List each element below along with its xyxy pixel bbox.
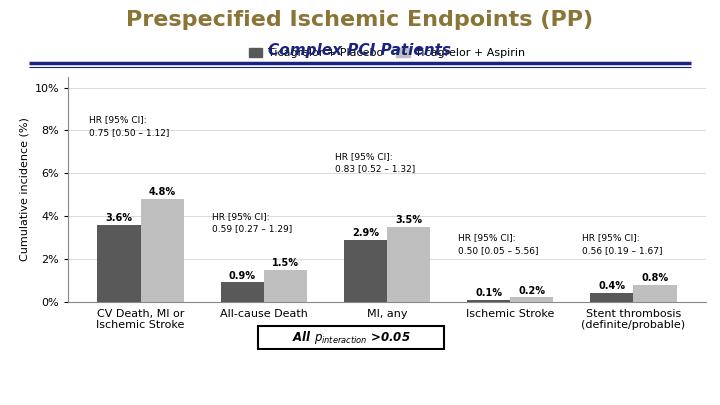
FancyBboxPatch shape xyxy=(258,326,444,349)
Y-axis label: Cumulative incidence (%): Cumulative incidence (%) xyxy=(19,117,30,261)
Legend: Ticagrelor + Placebo, Ticagrelor + Aspirin: Ticagrelor + Placebo, Ticagrelor + Aspir… xyxy=(244,43,530,62)
Bar xyxy=(344,240,387,302)
Text: 0.2%: 0.2% xyxy=(518,286,545,296)
Text: 0.9%: 0.9% xyxy=(229,271,256,281)
Text: 0.1%: 0.1% xyxy=(475,288,502,298)
Bar xyxy=(264,270,307,302)
Bar xyxy=(634,285,677,302)
Text: Prespecified Ischemic Endpoints (PP): Prespecified Ischemic Endpoints (PP) xyxy=(127,10,593,30)
Text: 3.6%: 3.6% xyxy=(105,213,132,223)
Bar xyxy=(220,282,264,302)
Bar xyxy=(387,227,430,302)
Bar xyxy=(97,225,140,302)
Text: 0.4%: 0.4% xyxy=(598,281,626,292)
Text: 0.8%: 0.8% xyxy=(642,273,669,283)
Bar xyxy=(510,297,554,302)
Text: HR [95% CI]:
0.59 [0.27 – 1.29]: HR [95% CI]: 0.59 [0.27 – 1.29] xyxy=(212,212,292,233)
Text: 4.8%: 4.8% xyxy=(148,187,176,197)
Text: HR [95% CI]:
0.75 [0.50 – 1.12]: HR [95% CI]: 0.75 [0.50 – 1.12] xyxy=(89,115,169,137)
Text: Dangas et al, JACC 2020: Dangas et al, JACC 2020 xyxy=(284,382,436,394)
Text: Complex PCI Patients: Complex PCI Patients xyxy=(269,43,451,58)
Bar xyxy=(590,293,634,302)
Bar xyxy=(467,300,510,302)
Text: 1.5%: 1.5% xyxy=(272,258,299,268)
Bar xyxy=(140,199,184,302)
Text: HR [95% CI]:
0.50 [0.05 – 5.56]: HR [95% CI]: 0.50 [0.05 – 5.56] xyxy=(459,233,539,255)
Text: All $p_{interaction}$ >0.05: All $p_{interaction}$ >0.05 xyxy=(292,329,410,345)
Text: HR [95% CI]:
0.56 [0.19 – 1.67]: HR [95% CI]: 0.56 [0.19 – 1.67] xyxy=(582,233,662,255)
Text: HR [95% CI]:
0.83 [0.52 – 1.32]: HR [95% CI]: 0.83 [0.52 – 1.32] xyxy=(336,152,415,173)
Text: 2.9%: 2.9% xyxy=(352,228,379,238)
Text: 3.5%: 3.5% xyxy=(395,215,422,225)
